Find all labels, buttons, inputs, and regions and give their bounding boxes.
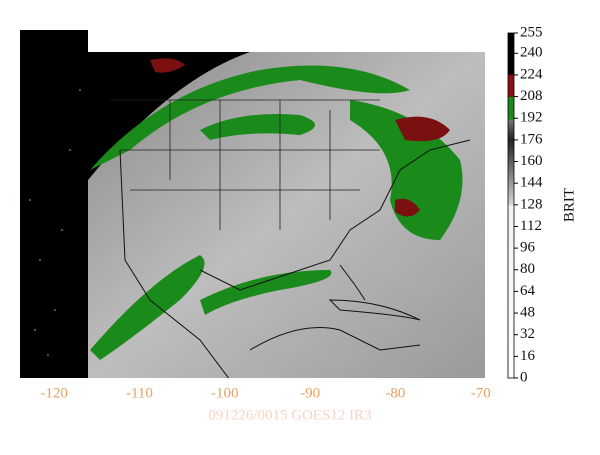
- colorbar-tick-label: 255: [520, 24, 543, 40]
- colorbar-tick-label: 176: [520, 131, 543, 147]
- left-panel: [20, 30, 88, 378]
- satellite-image: [20, 30, 515, 379]
- x-tick-label: -90: [300, 385, 320, 401]
- colorbar-tick-label: 192: [520, 110, 543, 126]
- caption: 091226/0015 GOES12 IR3: [208, 407, 371, 423]
- coastlines: [119, 139, 471, 378]
- state-borders: [110, 99, 380, 230]
- colorbar-tick-label: 224: [520, 66, 543, 82]
- colorbar-tick-label: 64: [520, 283, 536, 299]
- colorbar-tick-label: 16: [520, 348, 536, 364]
- colorbar-tick-label: 240: [520, 45, 543, 61]
- colorbar-tick-label: 96: [520, 240, 536, 256]
- colorbar-tick-label: 208: [520, 88, 543, 104]
- colorbar-tick-label: 48: [520, 304, 535, 320]
- colorbar: [507, 32, 515, 379]
- colorbar-tick-label: 0: [520, 369, 528, 385]
- x-tick-label: -70: [471, 385, 491, 401]
- x-tick-label: -110: [126, 385, 153, 401]
- colorbar-tick-label: 144: [520, 175, 543, 191]
- limb-dots: [29, 89, 81, 356]
- colorbar-tick-label: 112: [520, 218, 542, 234]
- colorbar-tick-label: 128: [520, 196, 543, 212]
- colorbar-label: BRIT: [561, 188, 577, 222]
- x-tick-label: -120: [40, 385, 68, 401]
- x-tick-label: -100: [211, 385, 239, 401]
- x-tick-label: -80: [385, 385, 405, 401]
- colorbar-tick-label: 32: [520, 326, 535, 342]
- colorbar-tick-label: 80: [520, 261, 535, 277]
- colorbar-tick-label: 160: [520, 153, 543, 169]
